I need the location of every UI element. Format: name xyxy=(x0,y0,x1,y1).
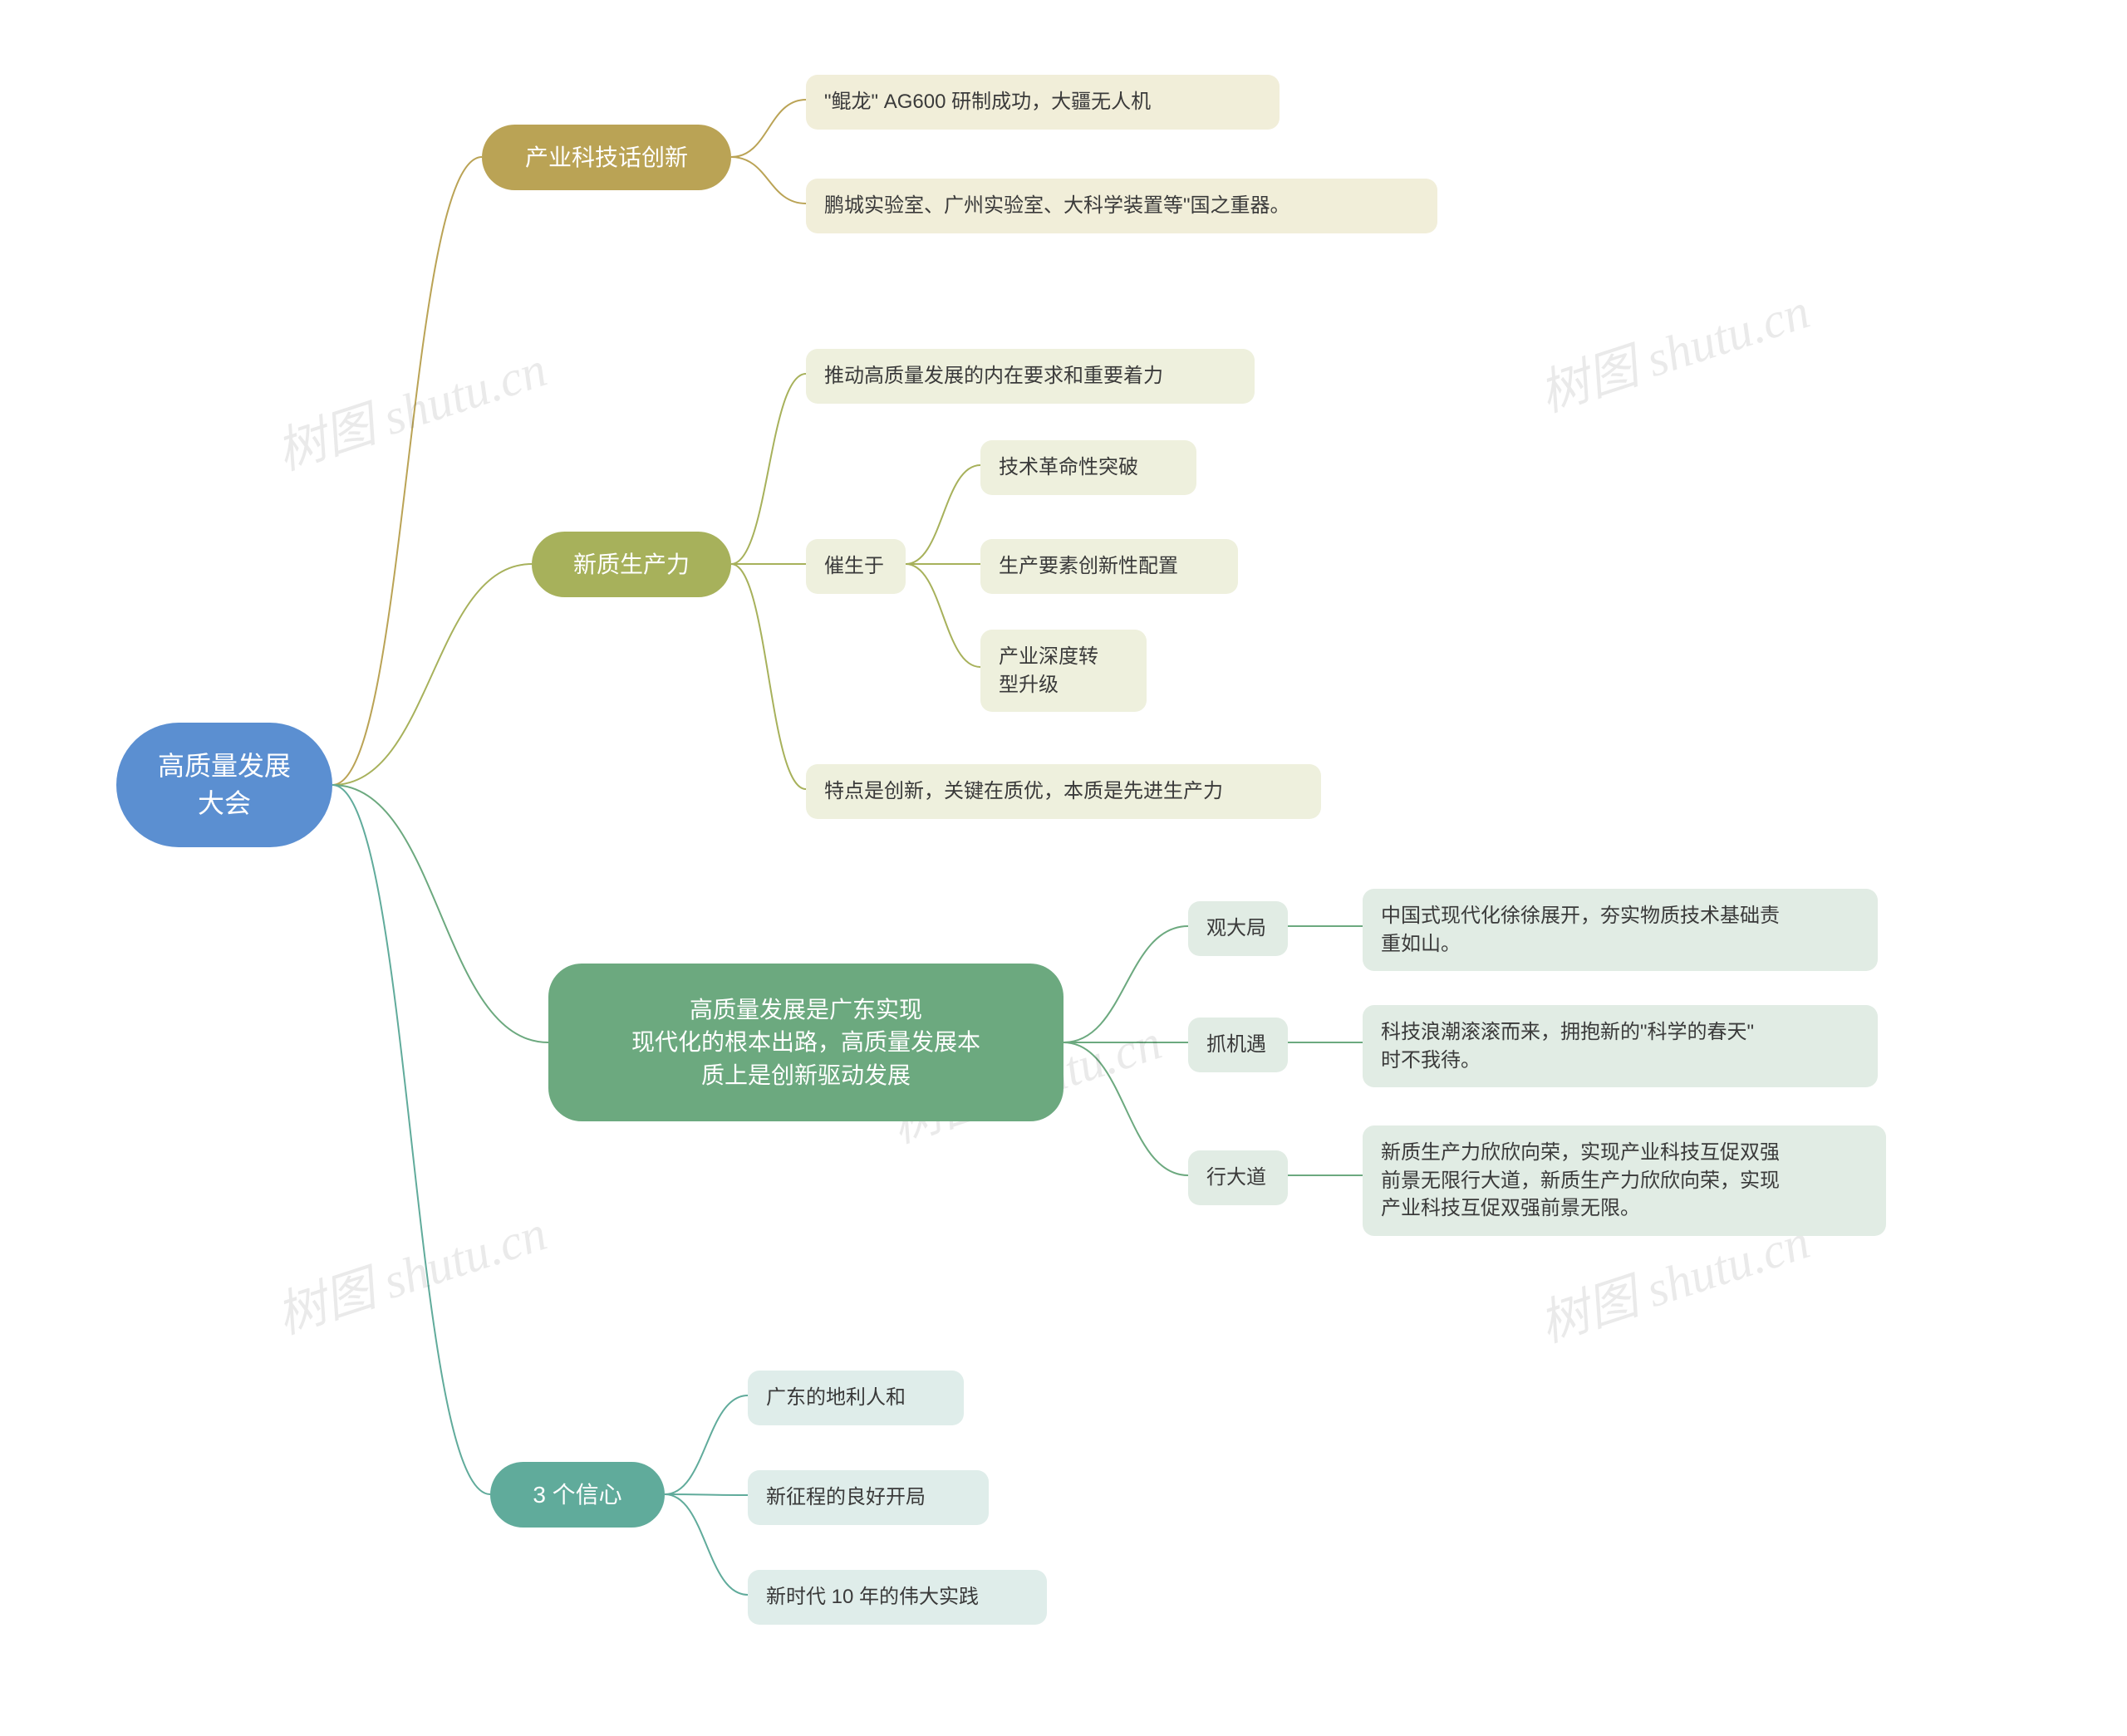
branch-green-child-1: 抓机遇 xyxy=(1188,1018,1288,1072)
root-node: 高质量发展 大会 xyxy=(116,723,332,847)
branch-ochre-child-0-label: "鲲龙" AG600 研制成功，大疆无人机 xyxy=(824,88,1151,116)
branch-green-child-0-gc-0: 中国式现代化徐徐展开，夯实物质技术基础责 重如山。 xyxy=(1363,889,1878,971)
branch-teal: 3 个信心 xyxy=(490,1462,665,1528)
branch-teal-child-1-label: 新征程的良好开局 xyxy=(766,1483,926,1512)
branch-ochre-label: 产业科技话创新 xyxy=(525,141,688,174)
branch-olive-child-1-gc-0: 技术革命性突破 xyxy=(980,440,1196,495)
branch-olive-child-1-gc-2: 产业深度转 型升级 xyxy=(980,630,1147,712)
branch-ochre-child-0: "鲲龙" AG600 研制成功，大疆无人机 xyxy=(806,75,1280,130)
branch-olive: 新质生产力 xyxy=(532,532,731,597)
branch-olive-child-1-gc-1-label: 生产要素创新性配置 xyxy=(999,552,1178,581)
watermark: 树图 shutu.cn xyxy=(1529,271,1817,426)
branch-green-child-0: 观大局 xyxy=(1188,901,1288,956)
branch-olive-child-0-label: 推动高质量发展的内在要求和重要着力 xyxy=(824,362,1163,390)
branch-green-child-2-label: 行大道 xyxy=(1206,1164,1266,1192)
branch-olive-child-1-label: 催生于 xyxy=(824,552,884,581)
connectors-svg xyxy=(0,0,2127,1736)
branch-olive-label: 新质生产力 xyxy=(573,548,690,581)
branch-olive-child-1-gc-0-label: 技术革命性突破 xyxy=(999,454,1138,482)
root-node-label: 高质量发展 大会 xyxy=(158,748,291,822)
mindmap-stage: 树图 shutu.cn树图 shutu.cn树图 shutu.cn树图 shut… xyxy=(0,0,2127,1736)
branch-olive-child-0: 推动高质量发展的内在要求和重要着力 xyxy=(806,349,1255,404)
branch-teal-label: 3 个信心 xyxy=(533,1479,621,1511)
branch-green-child-0-label: 观大局 xyxy=(1206,915,1266,943)
branch-green-child-2-gc-0: 新质生产力欣欣向荣，实现产业科技互促双强 前景无限行大道，新质生产力欣欣向荣，实… xyxy=(1363,1125,1886,1236)
watermark: 树图 shutu.cn xyxy=(266,329,554,484)
branch-green-label: 高质量发展是广东实现 现代化的根本出路，高质量发展本 质上是创新驱动发展 xyxy=(631,993,980,1091)
branch-teal-child-2: 新时代 10 年的伟大实践 xyxy=(748,1570,1047,1625)
branch-ochre: 产业科技话创新 xyxy=(482,125,731,190)
branch-green-child-1-gc-0: 科技浪潮滚滚而来，拥抱新的"科学的春天" 时不我待。 xyxy=(1363,1005,1878,1087)
branch-olive-child-1: 催生于 xyxy=(806,539,906,594)
branch-olive-child-1-gc-2-label: 产业深度转 型升级 xyxy=(999,643,1098,699)
branch-ochre-child-1: 鹏城实验室、广州实验室、大科学装置等"国之重器。 xyxy=(806,179,1437,233)
branch-teal-child-1: 新征程的良好开局 xyxy=(748,1470,989,1525)
branch-green-child-2: 行大道 xyxy=(1188,1150,1288,1205)
branch-olive-child-1-gc-1: 生产要素创新性配置 xyxy=(980,539,1238,594)
branch-green-child-0-gc-0-label: 中国式现代化徐徐展开，夯实物质技术基础责 重如山。 xyxy=(1381,902,1780,958)
branch-green: 高质量发展是广东实现 现代化的根本出路，高质量发展本 质上是创新驱动发展 xyxy=(548,964,1064,1121)
branch-teal-child-2-label: 新时代 10 年的伟大实践 xyxy=(766,1583,979,1611)
branch-green-child-1-label: 抓机遇 xyxy=(1206,1031,1266,1059)
branch-olive-child-2: 特点是创新，关键在质优，本质是先进生产力 xyxy=(806,764,1321,819)
branch-olive-child-2-label: 特点是创新，关键在质优，本质是先进生产力 xyxy=(824,777,1223,806)
branch-green-child-2-gc-0-label: 新质生产力欣欣向荣，实现产业科技互促双强 前景无限行大道，新质生产力欣欣向荣，实… xyxy=(1381,1139,1780,1223)
branch-teal-child-0-label: 广东的地利人和 xyxy=(766,1384,906,1412)
branch-teal-child-0: 广东的地利人和 xyxy=(748,1371,964,1425)
watermark: 树图 shutu.cn xyxy=(266,1193,554,1348)
branch-ochre-child-1-label: 鹏城实验室、广州实验室、大科学装置等"国之重器。 xyxy=(824,192,1290,220)
branch-green-child-1-gc-0-label: 科技浪潮滚滚而来，拥抱新的"科学的春天" 时不我待。 xyxy=(1381,1018,1754,1074)
